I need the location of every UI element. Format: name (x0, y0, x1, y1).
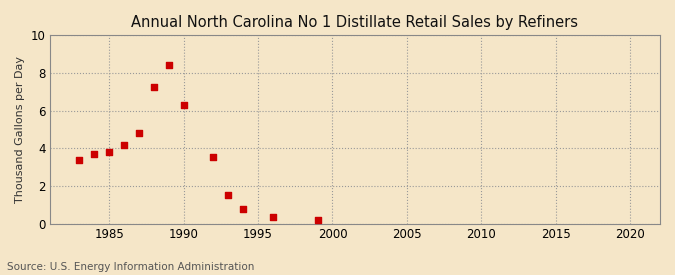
Point (163, 63, 174, 68)
Point (104, 150, 115, 154)
Point (74, 157, 85, 162)
Point (148, 85, 159, 89)
Point (312, 218, 323, 222)
Point (267, 215, 278, 219)
Point (89, 152, 100, 156)
Title: Annual North Carolina No 1 Distillate Retail Sales by Refiners: Annual North Carolina No 1 Distillate Re… (132, 15, 578, 30)
Point (223, 193, 234, 197)
Point (178, 103, 189, 107)
Y-axis label: Thousand Gallons per Day: Thousand Gallons per Day (15, 56, 25, 203)
Point (208, 155, 219, 159)
Text: Source: U.S. Energy Information Administration: Source: U.S. Energy Information Administ… (7, 262, 254, 272)
Point (238, 206, 248, 211)
Point (134, 131, 144, 135)
Point (119, 142, 130, 147)
